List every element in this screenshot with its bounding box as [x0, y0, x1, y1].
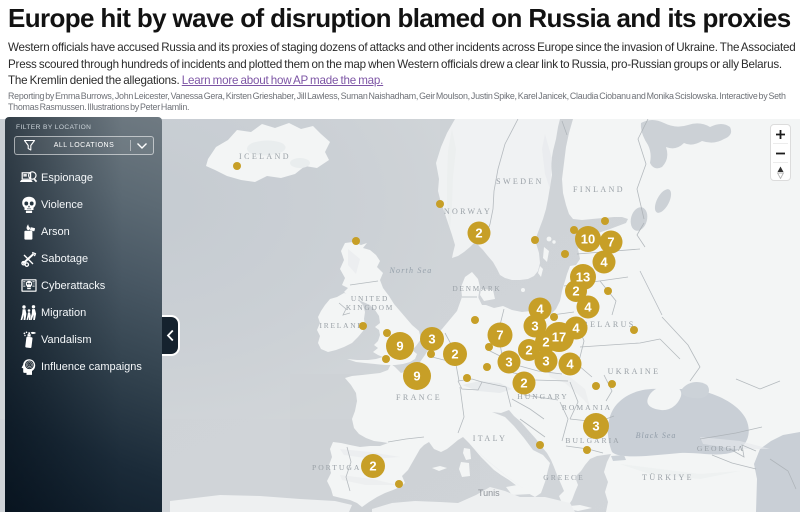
svg-text:4: 4 — [600, 255, 608, 270]
svg-text:9: 9 — [413, 369, 420, 384]
svg-text:13: 13 — [576, 270, 590, 285]
svg-text:2: 2 — [525, 343, 532, 358]
svg-text:2: 2 — [369, 459, 376, 474]
svg-text:ROMANIA: ROMANIA — [562, 403, 612, 412]
svg-text:3: 3 — [592, 419, 599, 434]
svg-text:7: 7 — [496, 328, 503, 343]
svg-text:Black Sea: Black Sea — [636, 431, 677, 440]
svg-text:TÜRKIYE: TÜRKIYE — [642, 473, 694, 482]
svg-text:FINLAND: FINLAND — [573, 185, 625, 194]
svg-text:3: 3 — [531, 319, 538, 334]
svg-text:17: 17 — [552, 330, 566, 345]
svg-text:Tunis: Tunis — [478, 488, 500, 498]
svg-text:3: 3 — [505, 355, 512, 370]
svg-text:UKRAINE: UKRAINE — [608, 367, 661, 376]
svg-text:North Sea: North Sea — [388, 266, 432, 275]
svg-text:2: 2 — [451, 347, 458, 362]
svg-text:3: 3 — [542, 354, 549, 369]
svg-text:7: 7 — [607, 235, 614, 250]
svg-text:PORTUGAL: PORTUGAL — [312, 463, 368, 472]
svg-text:2: 2 — [520, 376, 527, 391]
svg-text:2: 2 — [542, 335, 549, 350]
svg-text:IRELAND: IRELAND — [319, 321, 364, 330]
svg-text:UNITED: UNITED — [351, 294, 389, 303]
svg-text:GREECE: GREECE — [543, 473, 585, 482]
svg-text:4: 4 — [572, 321, 580, 336]
svg-text:10: 10 — [581, 232, 595, 247]
svg-text:BELARUS: BELARUS — [582, 320, 635, 329]
svg-text:NORWAY: NORWAY — [444, 207, 492, 216]
svg-text:3: 3 — [428, 332, 435, 347]
svg-text:4: 4 — [536, 302, 544, 317]
svg-text:2: 2 — [475, 226, 482, 241]
svg-text:KINGDOM: KINGDOM — [346, 303, 394, 312]
svg-text:4: 4 — [566, 357, 574, 372]
svg-text:FRANCE: FRANCE — [396, 393, 442, 402]
svg-text:BULGARIA: BULGARIA — [565, 436, 620, 445]
svg-text:ITALY: ITALY — [473, 434, 508, 443]
svg-text:9: 9 — [396, 339, 403, 354]
svg-text:GEORGIA: GEORGIA — [697, 444, 745, 453]
svg-text:HUNGARY: HUNGARY — [517, 392, 569, 401]
svg-text:4: 4 — [584, 300, 592, 315]
svg-text:DENMARK: DENMARK — [453, 285, 502, 293]
svg-text:2: 2 — [572, 284, 579, 299]
svg-text:ICELAND: ICELAND — [239, 152, 291, 161]
svg-text:SWEDEN: SWEDEN — [496, 177, 544, 186]
